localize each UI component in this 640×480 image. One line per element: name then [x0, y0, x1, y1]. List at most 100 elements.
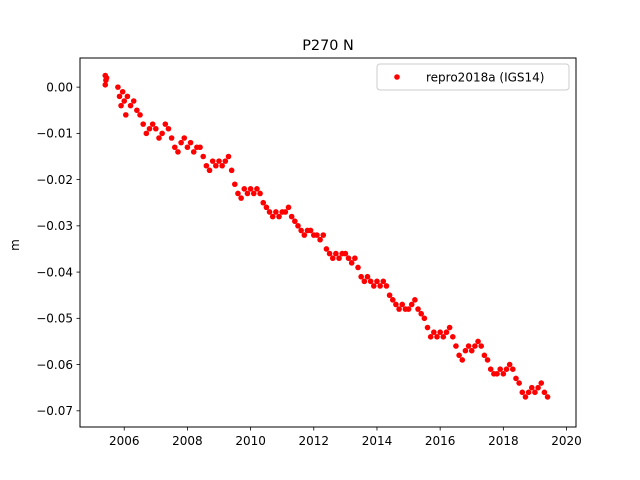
- data-point: [389, 297, 396, 303]
- data-point: [238, 195, 244, 201]
- data-point: [386, 292, 393, 299]
- data-point: [481, 352, 488, 359]
- y-tick-label: 0.00: [46, 80, 73, 94]
- data-point: [149, 121, 156, 127]
- data-point: [393, 301, 399, 308]
- data-point: [143, 130, 150, 137]
- y-tick-label: −0.02: [36, 173, 73, 187]
- data-point: [408, 301, 415, 308]
- data-point: [484, 357, 491, 363]
- data-point: [323, 246, 330, 252]
- data-point: [153, 125, 159, 132]
- data-point: [254, 186, 260, 192]
- legend: repro2018a (IGS14): [376, 63, 570, 91]
- data-point: [225, 153, 232, 160]
- data-point: [405, 306, 412, 312]
- data-point: [119, 88, 126, 95]
- data-point: [532, 389, 538, 396]
- data-point: [295, 223, 301, 229]
- data-point: [219, 162, 225, 169]
- data-point: [399, 301, 406, 308]
- data-point: [241, 186, 248, 192]
- data-point: [459, 357, 466, 363]
- data-point: [377, 283, 383, 289]
- data-point: [288, 213, 295, 220]
- data-point: [216, 158, 222, 164]
- y-tick-label: −0.01: [36, 127, 73, 141]
- data-point: [503, 366, 510, 373]
- data-point: [162, 121, 169, 127]
- data-point: [535, 384, 541, 391]
- data-point: [301, 232, 308, 238]
- data-point: [418, 310, 425, 317]
- y-tick-label: −0.04: [36, 265, 73, 279]
- data-point: [190, 149, 197, 155]
- data-point: [222, 158, 229, 164]
- plot-frame: [79, 57, 577, 428]
- data-point: [348, 260, 355, 266]
- data-point: [544, 394, 551, 400]
- data-point: [244, 190, 251, 197]
- data-point: [123, 112, 129, 118]
- data-point: [415, 306, 421, 312]
- data-point: [424, 324, 431, 331]
- data-point: [358, 273, 364, 280]
- data-point: [200, 153, 207, 160]
- x-tick-label: 2016: [425, 434, 456, 448]
- data-point: [168, 135, 175, 141]
- data-point: [140, 121, 146, 127]
- data-point: [336, 255, 342, 262]
- data-point: [487, 366, 494, 373]
- data-point: [146, 125, 153, 132]
- data-point: [329, 255, 336, 262]
- x-tick-label: 2008: [172, 434, 203, 448]
- data-point: [494, 371, 500, 377]
- data-point: [364, 273, 371, 280]
- data-point: [273, 209, 279, 215]
- axis-ticks: 2006 2008 2010 2012 2014 2016 2018 2020 0.00 −0.0…: [36, 80, 582, 448]
- data-point: [472, 343, 478, 349]
- data-point: [342, 250, 349, 257]
- data-point: [127, 102, 134, 109]
- data-point: [541, 389, 548, 396]
- data-point: [260, 199, 267, 206]
- data-point: [206, 167, 213, 174]
- data-point: [266, 209, 273, 215]
- data-point: [437, 329, 443, 336]
- data-point: [159, 130, 165, 137]
- data-point: [427, 334, 434, 340]
- data-point: [228, 167, 235, 174]
- y-tick-label: −0.05: [36, 312, 73, 326]
- data-point: [434, 334, 440, 340]
- data-point: [130, 98, 137, 104]
- data-point: [314, 232, 320, 238]
- data-point: [500, 371, 507, 377]
- data-point: [276, 213, 282, 220]
- data-point: [462, 347, 469, 354]
- y-tick-label: −0.03: [36, 219, 73, 233]
- data-point: [250, 190, 257, 197]
- data-point: [124, 93, 131, 100]
- data-point: [446, 324, 453, 331]
- legend-entry-label: repro2018a (IGS14): [426, 71, 544, 85]
- data-point: [187, 139, 194, 146]
- data-point: [171, 144, 178, 151]
- data-point: [326, 250, 333, 257]
- data-point: [235, 190, 241, 197]
- data-point: [374, 278, 380, 285]
- data-point: [285, 204, 292, 211]
- data-point: [449, 334, 456, 340]
- data-point: [383, 283, 390, 289]
- data-point: [522, 394, 529, 400]
- x-tick-label: 2018: [488, 434, 519, 448]
- data-point: [380, 278, 387, 285]
- data-point: [203, 162, 210, 169]
- data-points: [102, 72, 551, 400]
- data-point: [538, 380, 545, 386]
- x-tick-label: 2012: [299, 434, 330, 448]
- data-point: [197, 144, 203, 151]
- data-point: [367, 278, 374, 285]
- y-tick-label: −0.07: [36, 404, 73, 418]
- data-point: [352, 255, 358, 262]
